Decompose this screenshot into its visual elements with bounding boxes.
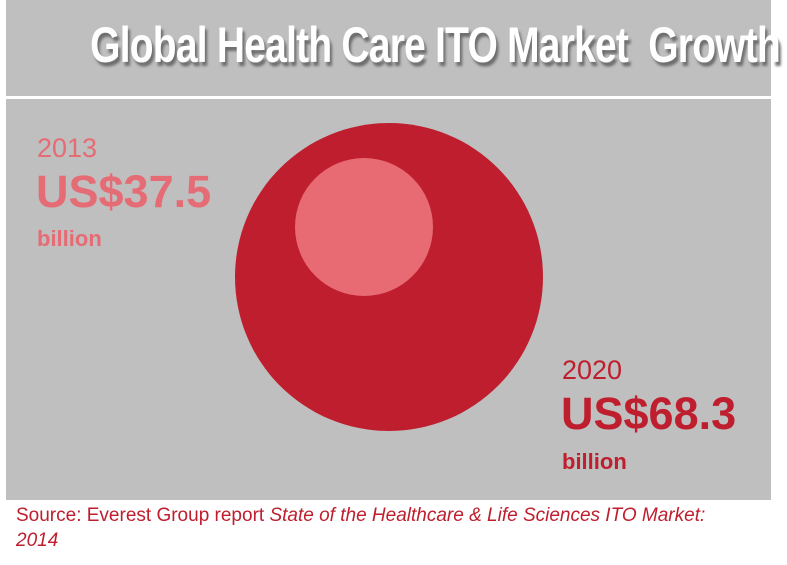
label-2020-value: US$68.3: [561, 388, 737, 439]
bubble-2013: [295, 158, 433, 296]
chart-title: Global Health Care ITO Market Growth: [90, 17, 781, 73]
title-banner: Global Health Care ITO Market Growth: [6, 0, 781, 96]
label-2020-unit: billion: [562, 449, 627, 474]
label-2020-year: 2020: [562, 355, 623, 385]
source-note: Source: Everest Group report State of th…: [16, 503, 736, 553]
label-2013-unit: billion: [37, 226, 102, 251]
source-report-title: State of the Healthcare & Life Sciences …: [16, 505, 706, 551]
label-2013-value: US$37.5: [36, 166, 212, 217]
source-prefix: Source: Everest Group report: [16, 505, 270, 526]
label-2013-year: 2013: [37, 133, 98, 163]
